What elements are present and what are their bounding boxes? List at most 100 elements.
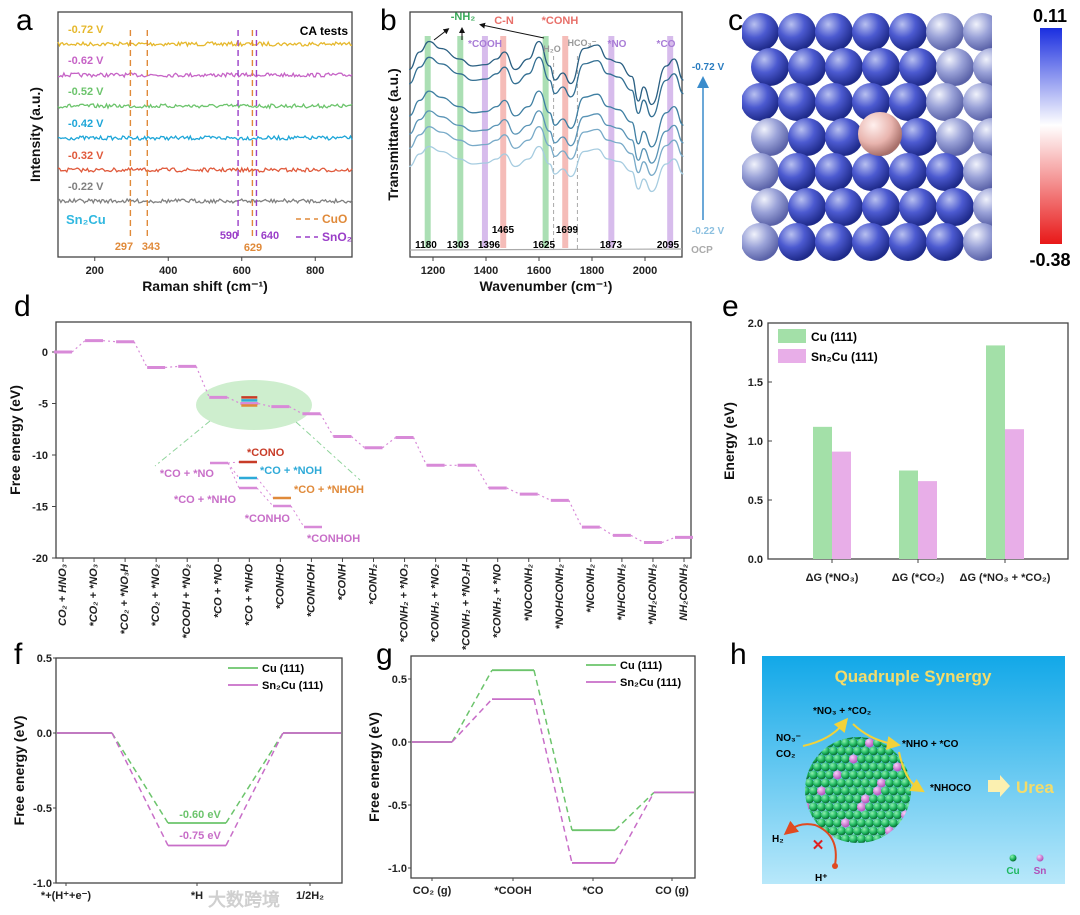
cu-atom xyxy=(829,746,838,756)
cu-atom xyxy=(936,48,974,86)
cu-atom xyxy=(841,770,850,780)
cu-atom xyxy=(853,778,862,788)
bar-cu xyxy=(986,345,1005,559)
y-tick-label: 1.0 xyxy=(748,436,763,448)
cu-atom xyxy=(849,738,858,748)
colorbar-min-label: -0.38 xyxy=(1029,250,1070,270)
blocked-x-icon: ✕ xyxy=(812,837,825,854)
cu-atom xyxy=(778,83,816,121)
cu-atom xyxy=(813,762,822,772)
cu-atom xyxy=(963,153,992,191)
panel-letter-a: a xyxy=(16,4,33,37)
band-label-no: *NO xyxy=(608,39,627,50)
product-arrow xyxy=(988,775,1010,797)
panel-f-her: 0.5 0.0 -0.5 -1.0 Free energy (eV) *+(H⁺+e⁻) *… xyxy=(11,653,343,902)
band-label-conh: *CONH xyxy=(542,15,579,27)
bar-cu xyxy=(813,426,832,559)
x-tick-label: *NHCONH₂ xyxy=(616,564,628,621)
cu-atom xyxy=(877,746,886,756)
cu-atom xyxy=(852,83,890,121)
sn-atom xyxy=(858,112,902,156)
cu-atom xyxy=(877,810,886,820)
legend-sn-label: Sn xyxy=(1034,866,1047,877)
raman-series-line xyxy=(57,40,353,48)
legend-label: CuO xyxy=(322,212,347,226)
y-tick-label: 0.0 xyxy=(392,737,407,749)
cu-atom xyxy=(889,153,927,191)
ftir-band xyxy=(500,36,507,248)
nh2-arrow xyxy=(433,28,450,41)
cu-atom xyxy=(973,188,992,226)
cu-atom xyxy=(873,770,882,780)
sn-atom xyxy=(857,802,866,812)
y-tick-label: 0.5 xyxy=(37,653,52,665)
x-tick-label: *CONH₂ + *NO₃ xyxy=(399,564,411,642)
cu-atom xyxy=(889,818,898,828)
inset-connector xyxy=(227,461,305,528)
cu-atom xyxy=(845,810,854,820)
intermediate-step1: *NO₃ + *CO₂ xyxy=(813,706,871,717)
cu-atom xyxy=(825,188,863,226)
cu-atom xyxy=(778,223,816,261)
cu-atom xyxy=(809,786,818,796)
cu-atom xyxy=(778,153,816,191)
energy-connector xyxy=(413,437,428,466)
energy-connector xyxy=(475,465,490,489)
panel-e-bar-chart: 0.0 0.5 1.0 1.5 2.0 Energy (eV) ΔG (*NO₃) ΔG (*… xyxy=(721,318,1069,584)
sample-label: Sn₂Cu xyxy=(66,212,106,227)
cu-atom xyxy=(788,188,826,226)
cu-atom xyxy=(963,83,992,121)
cu-atom xyxy=(869,826,878,836)
legend-cu-dot xyxy=(1009,854,1017,862)
cu-atom xyxy=(889,770,898,780)
plot-frame xyxy=(410,655,696,879)
band-wavenumber-label: 1873 xyxy=(600,240,623,251)
cu-atom xyxy=(857,834,866,843)
cu-atom xyxy=(825,770,834,780)
cu-atom xyxy=(751,48,789,86)
y-tick-label: 0.5 xyxy=(392,674,407,686)
band-wavenumber-label: 1699 xyxy=(556,225,579,236)
band-label-hco3: HCO₃⁻ xyxy=(568,38,597,48)
ftir-spectrum-line xyxy=(408,56,684,118)
x-tick-label: 400 xyxy=(159,265,177,277)
inset-label-co-nhoh: *CO + *NHOH xyxy=(294,484,364,496)
sn-atom xyxy=(861,794,870,804)
x-axis-label: Wavenumber (cm⁻¹) xyxy=(480,278,613,294)
cu-atom xyxy=(899,188,937,226)
ftir-spectrum-line xyxy=(408,90,684,148)
cu-atom xyxy=(877,762,886,772)
cu-atom xyxy=(936,118,974,156)
cu-atom xyxy=(742,223,779,261)
x-tick-label: ΔG (*NO₃) xyxy=(806,572,859,584)
x-tick-label: *NH₂CONH₂ xyxy=(647,564,659,625)
cu-atom xyxy=(865,786,874,796)
y-tick-label: 2.0 xyxy=(748,318,763,330)
cu-atom xyxy=(751,118,789,156)
x-tick-label: ΔG (*CO₂) xyxy=(892,572,945,584)
cu-atom xyxy=(837,794,846,804)
cu-atom xyxy=(877,826,886,836)
sn-atom xyxy=(833,770,842,780)
cu-atom xyxy=(742,153,779,191)
reactant-no3: NO₃⁻ xyxy=(776,733,801,744)
x-tick-label: *CONH₂ + *NO₂ xyxy=(430,564,442,642)
y-axis-label: Intensity (a.u.) xyxy=(27,87,43,182)
energy-connector xyxy=(630,534,645,544)
cu-atom xyxy=(852,13,890,51)
y-axis-label: Transmittance (a.u.) xyxy=(385,68,401,200)
legend-swatch xyxy=(778,329,806,343)
x-tick-label: *CO xyxy=(583,885,604,897)
cu-atom xyxy=(865,818,874,828)
cu-atom xyxy=(821,762,830,772)
energy-connector xyxy=(351,436,365,449)
colorbar xyxy=(1040,28,1062,244)
sn-atom xyxy=(893,762,902,772)
panel-c-charge-map: 0.11 -0.38 xyxy=(742,6,1071,270)
cu-atom xyxy=(869,746,878,756)
sn-atom xyxy=(873,786,882,796)
cu-atom xyxy=(869,794,878,804)
legend-label: Cu (111) xyxy=(262,663,305,675)
her-arrow xyxy=(783,820,837,866)
